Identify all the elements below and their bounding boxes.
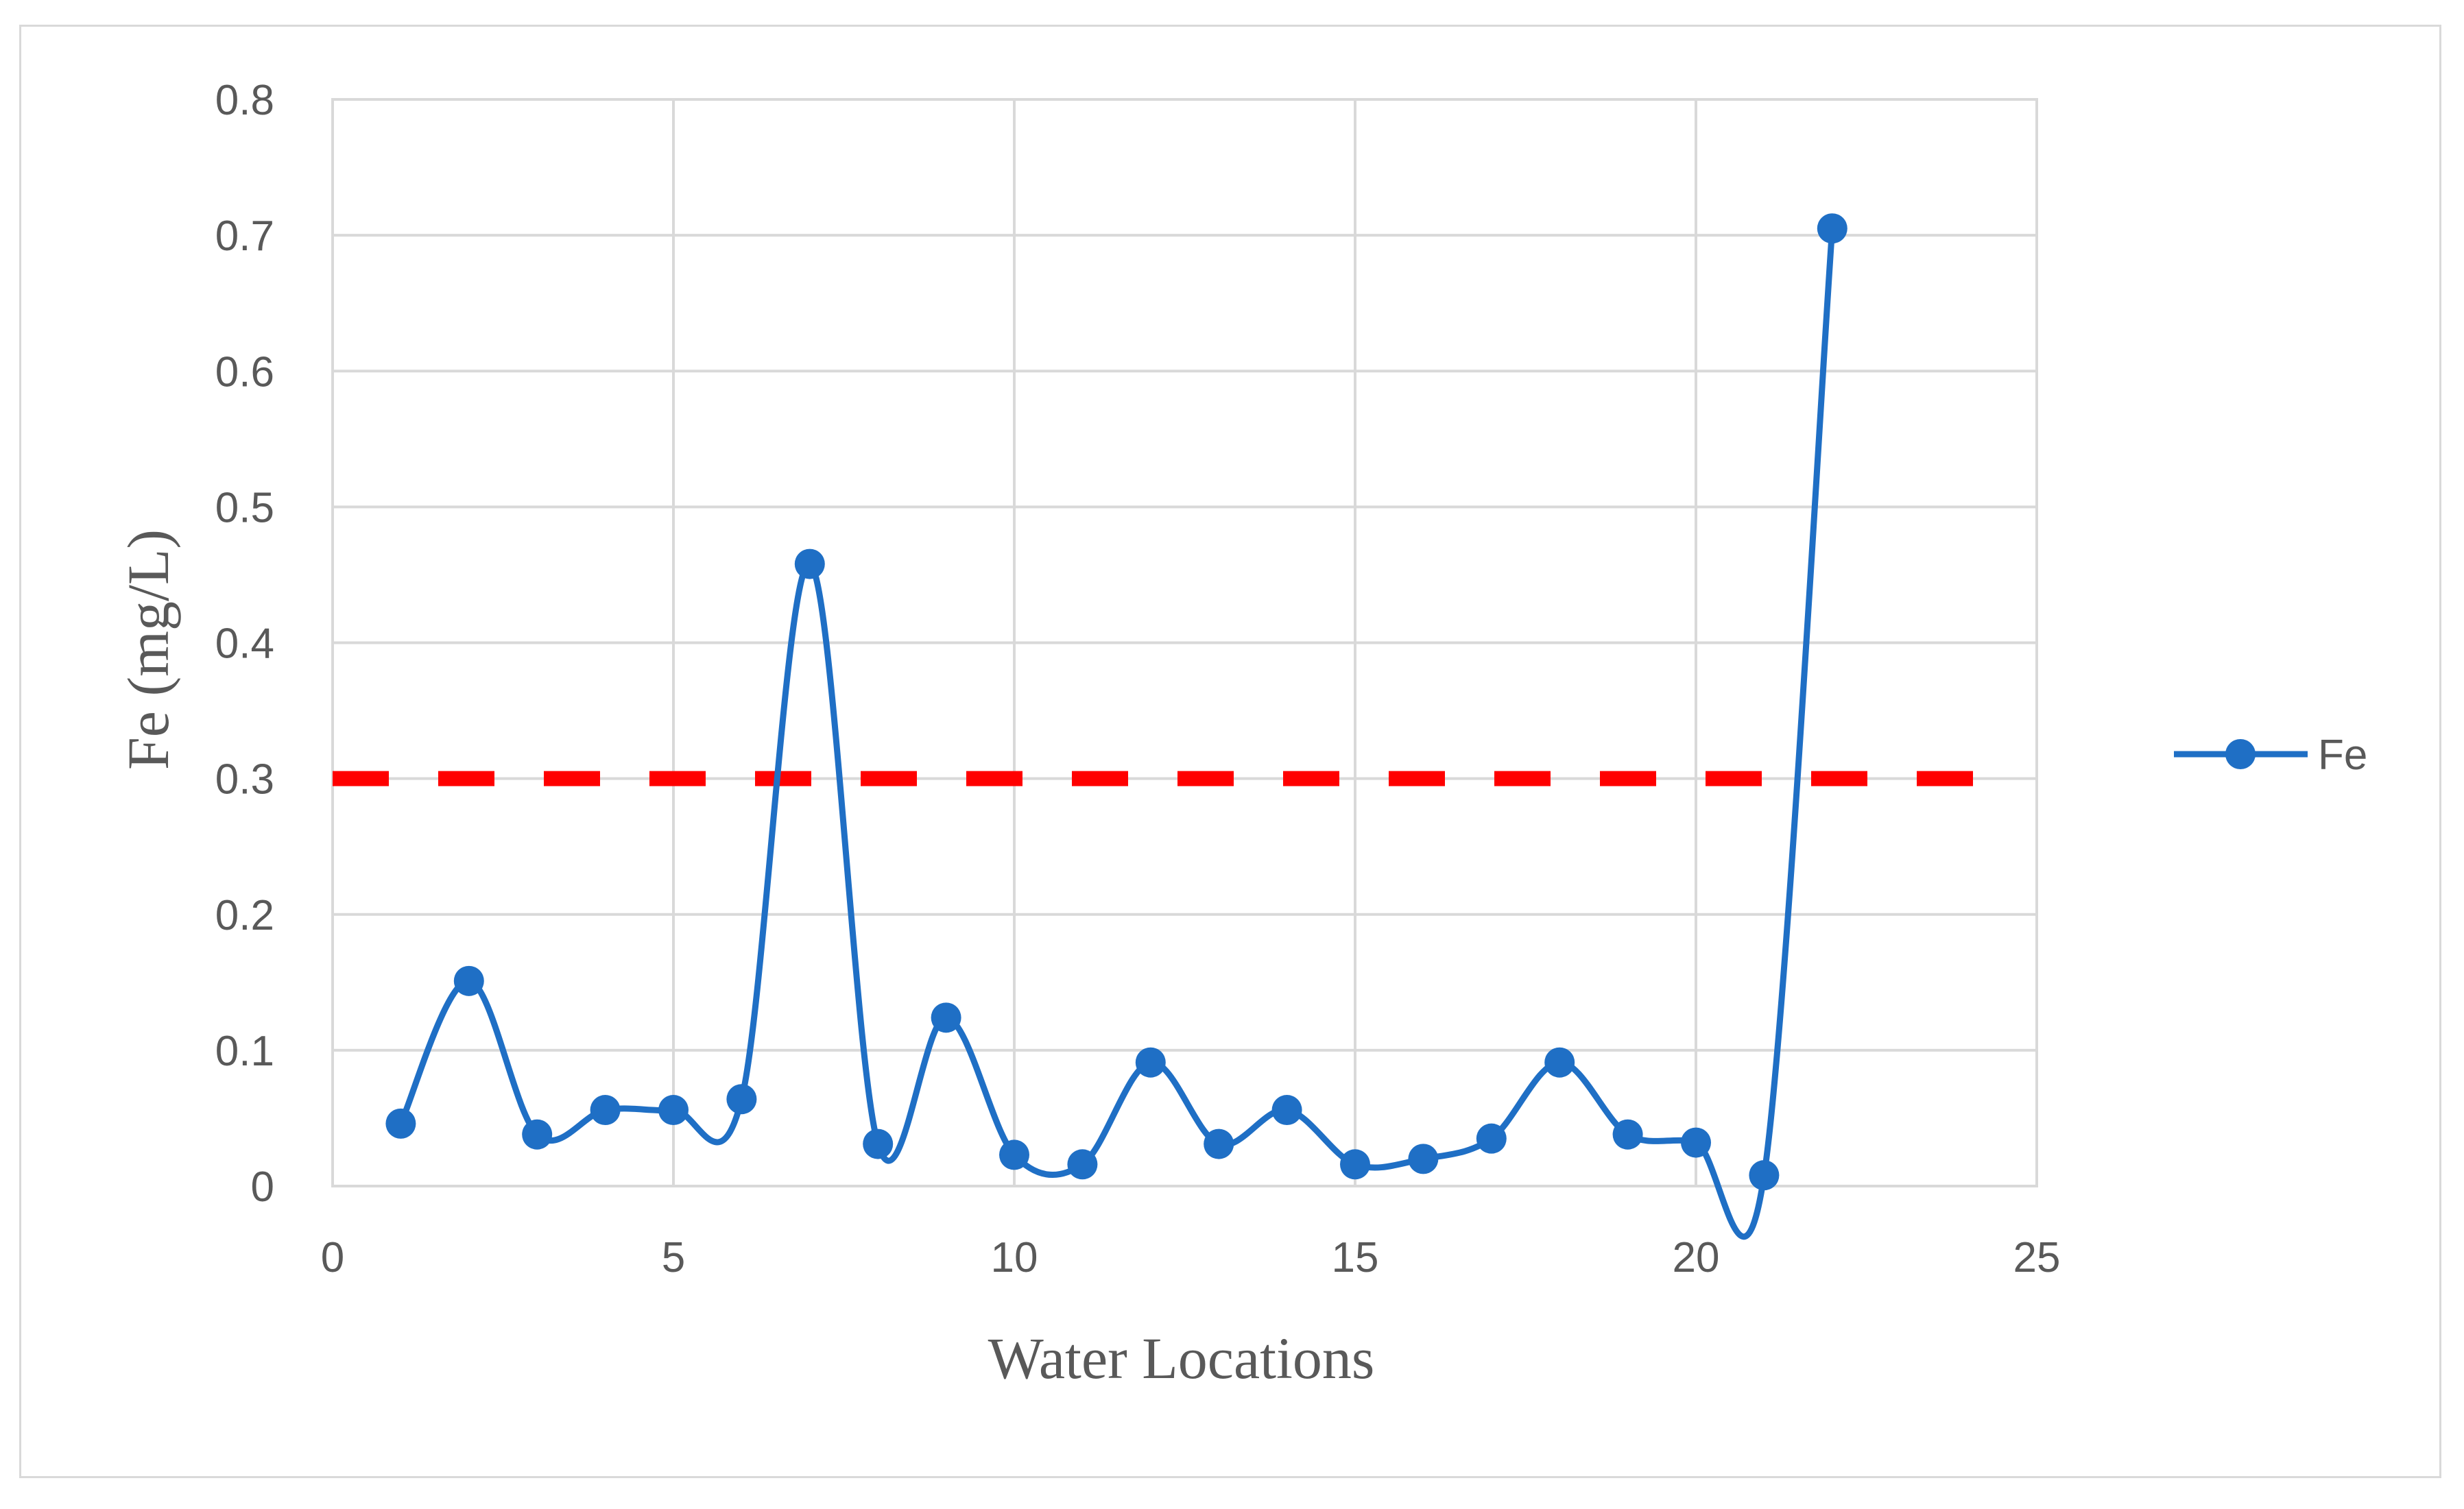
data-point [522,1119,553,1150]
x-tick-label: 10 [991,1234,1038,1281]
y-tick-label: 0.6 [215,348,274,396]
plot-area-border [331,98,2038,1187]
data-point [1204,1128,1234,1159]
series-line-fe [397,225,1836,1240]
x-tick-label: 20 [1673,1234,1720,1281]
x-tick-label: 0 [321,1234,344,1281]
data-point [658,1095,689,1126]
y-tick-label: 0.3 [215,756,274,804]
y-tick-label: 0 [251,1163,274,1211]
data-point [726,1084,757,1115]
data-point [590,1095,621,1126]
data-point [1067,1149,1098,1180]
series-points-fe [385,213,1847,1191]
y-tick-label: 0.7 [215,213,274,260]
y-tick-label: 0.8 [215,77,274,124]
x-tick-label: 25 [2013,1234,2061,1281]
data-point [1817,213,1847,244]
data-point [453,965,484,996]
x-axis-title: Water Locations [988,1325,1375,1391]
y-axis-ticks: 0 0.1 0.2 0.3 0.4 0.5 0.6 0.7 0.8 [215,77,274,1211]
data-point [999,1139,1029,1170]
data-point [1476,1123,1507,1154]
data-point [794,548,825,579]
data-point [1749,1160,1780,1191]
x-tick-label: 5 [662,1234,685,1281]
x-axis-ticks: 0 5 10 15 20 25 [321,1234,2061,1281]
y-tick-label: 0.4 [215,620,274,668]
x-tick-label: 15 [1332,1234,1379,1281]
data-point [385,1108,416,1139]
y-axis-title: Fe (mg/L) [115,529,181,770]
y-tick-label: 0.1 [215,1028,274,1075]
data-point [1544,1047,1575,1078]
data-point [931,1002,961,1033]
data-point [1612,1119,1643,1150]
legend-marker-fe [2225,739,2256,769]
data-point [1340,1149,1370,1180]
data-point [863,1128,894,1159]
data-point [1271,1095,1302,1126]
y-tick-label: 0.5 [215,484,274,531]
legend: Fe [2174,732,2367,779]
y-tick-label: 0.2 [215,892,274,939]
data-point [1135,1047,1166,1078]
data-point [1408,1144,1439,1174]
data-point [1681,1127,1711,1158]
legend-label-fe: Fe [2318,732,2367,779]
